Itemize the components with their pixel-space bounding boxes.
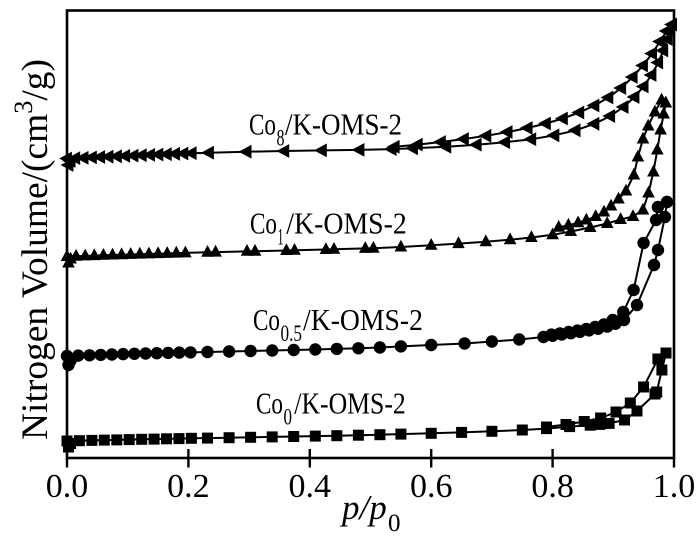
svg-text:8: 8 bbox=[277, 126, 285, 151]
svg-text:/K-OMS-2: /K-OMS-2 bbox=[286, 205, 407, 240]
svg-text:Co: Co bbox=[250, 205, 277, 240]
svg-text:0: 0 bbox=[284, 405, 293, 430]
svg-text:0.0: 0.0 bbox=[46, 468, 89, 505]
svg-text:0: 0 bbox=[388, 510, 401, 537]
svg-text:Co: Co bbox=[256, 386, 283, 421]
svg-text:/K-OMS-2: /K-OMS-2 bbox=[303, 302, 423, 337]
svg-text:/K-OMS-2: /K-OMS-2 bbox=[285, 107, 402, 142]
svg-text:1: 1 bbox=[278, 224, 284, 249]
svg-text:Nitrogen Volume/(cm3/g): Nitrogen Volume/(cm3/g) bbox=[9, 59, 56, 440]
svg-text:1.0: 1.0 bbox=[653, 468, 696, 505]
svg-text:0.4: 0.4 bbox=[289, 468, 332, 505]
svg-text:Co: Co bbox=[253, 302, 280, 337]
svg-text:0.2: 0.2 bbox=[167, 468, 210, 505]
svg-text:/K-OMS-2: /K-OMS-2 bbox=[294, 386, 406, 421]
svg-text:0.5: 0.5 bbox=[281, 321, 303, 346]
svg-text:0.6: 0.6 bbox=[410, 468, 453, 505]
svg-text:p/p: p/p bbox=[339, 488, 387, 527]
svg-text:Co: Co bbox=[249, 107, 276, 142]
svg-text:0.8: 0.8 bbox=[531, 468, 574, 505]
